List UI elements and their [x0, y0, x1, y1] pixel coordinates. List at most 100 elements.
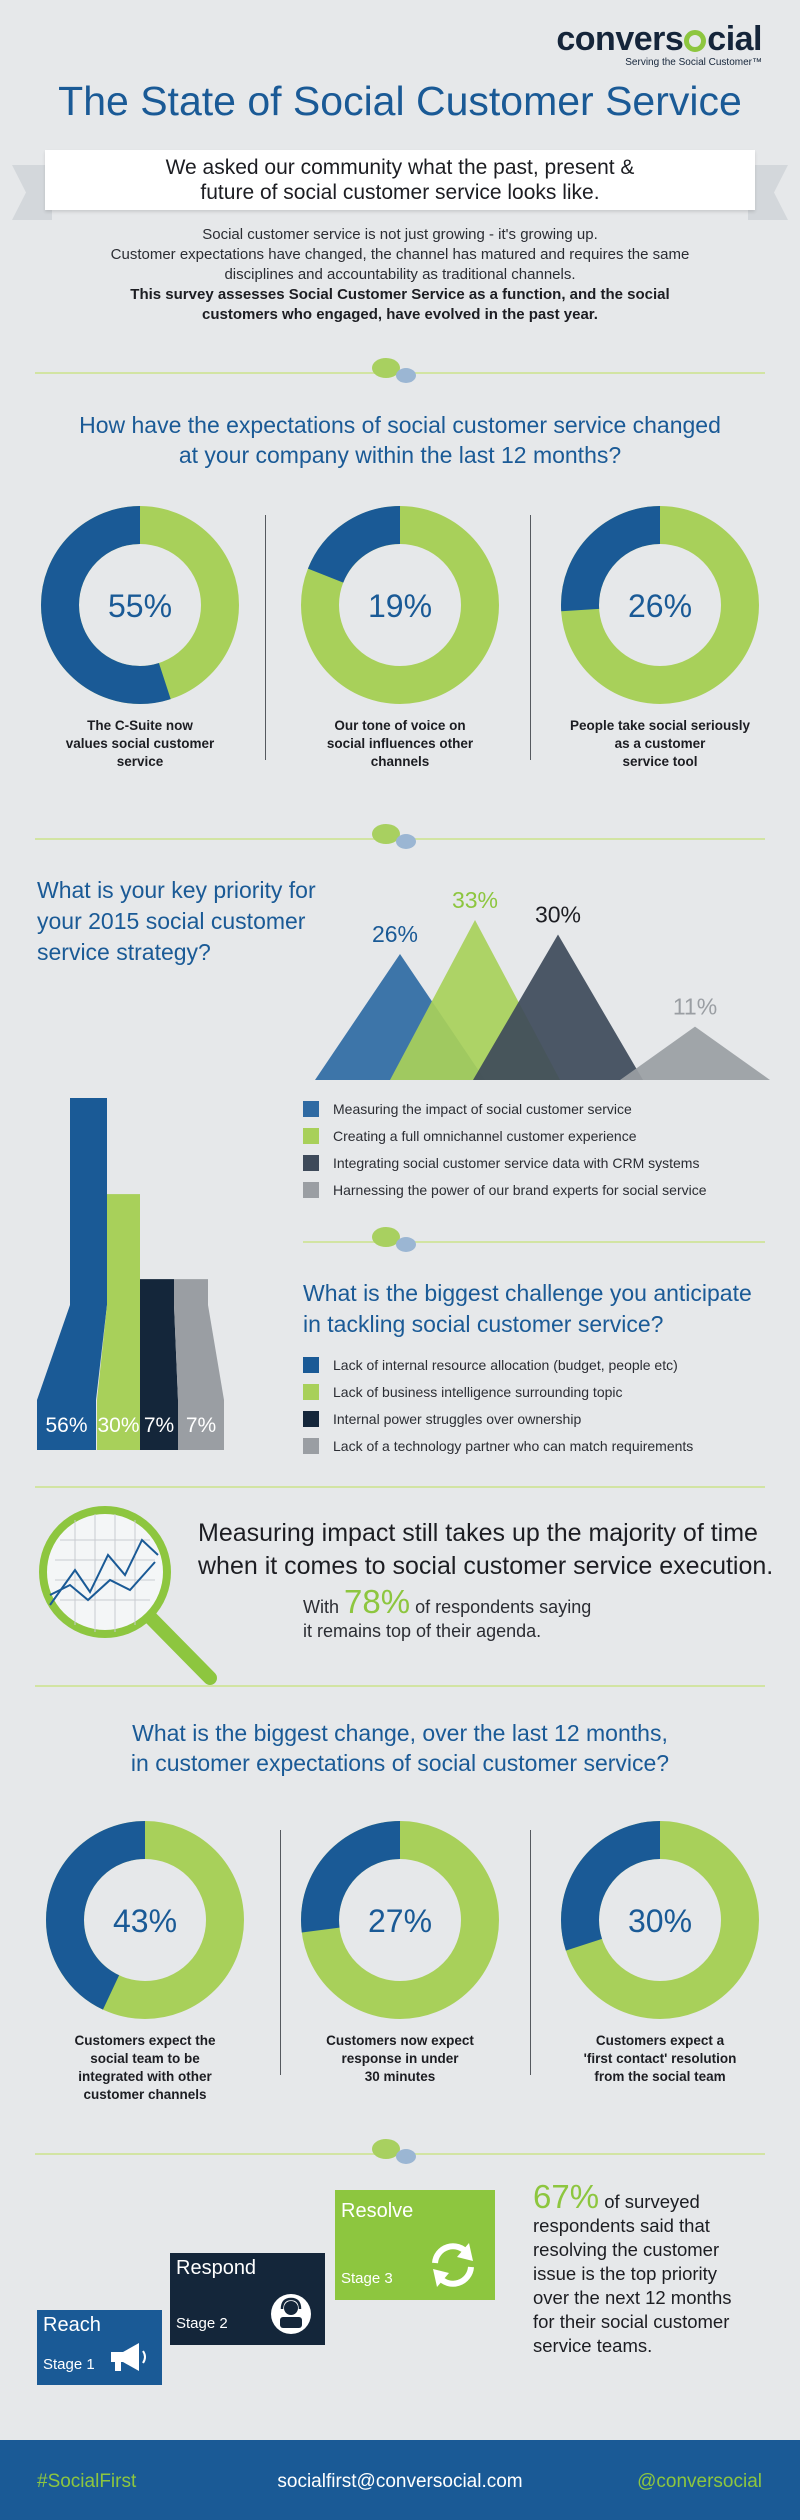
question-3-title: What is the biggest change, over the las…	[40, 1718, 760, 1778]
intro-line-bold: customers who engaged, have evolved in t…	[202, 306, 598, 323]
intro-line-bold: This survey assesses Social Customer Ser…	[130, 286, 670, 303]
challenge-question: What is the biggest challenge you antici…	[303, 1278, 773, 1340]
insight-headline: Measuring impact still takes up the majo…	[198, 1517, 778, 1583]
speech-bubbles-icon	[372, 1227, 432, 1257]
challenge-bar-foot	[140, 1400, 178, 1450]
column-divider	[280, 1830, 281, 2075]
speech-bubbles-icon	[372, 824, 432, 854]
donut-value-label: 19%	[368, 588, 432, 624]
legend-label: Lack of internal resource allocation (bu…	[333, 1356, 678, 1373]
column-divider	[530, 515, 531, 760]
legend-item: Lack of business intelligence surroundin…	[303, 1378, 693, 1405]
donut-caption-line: values social customer	[65, 736, 215, 751]
speech-bubbles-icon	[372, 2139, 432, 2169]
priority-triangle	[620, 1026, 770, 1080]
donut-value-arc	[41, 506, 239, 704]
page-title: The State of Social Customer Service	[58, 78, 742, 124]
resolve-stat-line: resolving the customer	[533, 2239, 720, 2260]
donut-value-arc	[561, 1821, 759, 2019]
donut-chart: 30%	[561, 1821, 759, 2019]
priority-triangle	[473, 934, 643, 1080]
priority-legend: Measuring the impact of social customer …	[303, 1095, 707, 1203]
donut-value-arc	[301, 1821, 499, 2019]
priority-value-label: 33%	[452, 887, 498, 913]
donut-caption-line: from the social team	[594, 2069, 726, 2084]
donut-value-arc	[301, 506, 499, 704]
donut-caption-line: service tool	[622, 754, 698, 769]
donut-caption-line: integrated with other	[78, 2069, 212, 2084]
section-divider	[35, 1685, 765, 1687]
legend-label: Creating a full omnichannel customer exp…	[333, 1127, 637, 1144]
resolve-stat-line: over the next 12 months	[533, 2287, 732, 2308]
intro-line: Customer expectations have changed, the …	[110, 246, 690, 263]
priority-value-label: 11%	[673, 994, 717, 1020]
challenge-value-label: 56%	[45, 1414, 87, 1437]
magnifier-chart-icon	[39, 1506, 217, 1685]
donut-caption-line: channels	[370, 754, 430, 769]
stage-number: Stage 3	[341, 2270, 393, 2287]
donut-chart: 55%	[41, 506, 239, 704]
donut-caption-line: Our tone of voice on	[334, 718, 466, 733]
question-3-line: What is the biggest change, over the las…	[132, 1720, 668, 1746]
donut-item: 30% Customers expect a 'first contact' res…	[540, 1820, 780, 2086]
donut-value-label: 26%	[628, 588, 692, 624]
donut-caption-line: social influences other	[326, 736, 474, 751]
donut-caption-line: social team to be	[90, 2051, 200, 2066]
question-1-title: How have the expectations of social cust…	[40, 410, 760, 470]
legend-swatch	[303, 1100, 319, 1117]
banner-line: We asked our community what the past, pr…	[165, 156, 635, 179]
insight-stat-line: With 78% of respondents saying	[303, 1583, 592, 1620]
section-divider	[35, 1486, 765, 1488]
support-agent-icon	[271, 2294, 311, 2334]
stage-reach: Reach Stage 1	[37, 2310, 162, 2385]
donut-caption-line: 30 minutes	[364, 2069, 436, 2084]
challenge-bar-base	[37, 1305, 107, 1400]
donut-value-label: 30%	[628, 1903, 692, 1939]
priority-question-line: service strategy?	[37, 939, 211, 965]
challenge-bar	[107, 1194, 140, 1305]
intro-text: Social customer service is not just grow…	[40, 225, 760, 325]
legend-item: Internal power struggles over ownership	[303, 1405, 693, 1432]
donut-caption-line: Customers expect a	[595, 2033, 725, 2048]
challenge-bar-chart: 56% 30% 7% 7%	[37, 1098, 224, 1450]
challenge-question-line: What is the biggest challenge you antici…	[303, 1280, 752, 1306]
donut-caption-line: response in under	[341, 2051, 459, 2066]
resolve-stat-line: service teams.	[533, 2335, 653, 2356]
donut-caption-line: Customers expect the	[74, 2033, 216, 2048]
insight-stat-line: it remains top of their agenda.	[303, 1621, 542, 1641]
donut-caption-line: as a customer	[614, 736, 706, 751]
donut-item: 27% Customers now expect response in under…	[280, 1820, 520, 2086]
donut-value-arc	[561, 506, 759, 704]
legend-swatch	[303, 1154, 319, 1171]
donut-value-label: 27%	[368, 1903, 432, 1939]
brand-logo: convers cial Serving the Social Customer™	[556, 20, 762, 68]
stage-number: Stage 2	[176, 2315, 228, 2332]
challenge-bar	[70, 1098, 107, 1305]
priority-triangle-chart: 26% 33% 30% 11%	[315, 887, 770, 1080]
footer-twitter-link[interactable]: @conversocial	[637, 2471, 762, 2492]
donut-caption-line: People take social seriously	[569, 718, 751, 733]
legend-label: Lack of a technology partner who can mat…	[333, 1437, 694, 1454]
donut-chart: 19%	[301, 506, 499, 704]
legend-swatch	[303, 1383, 319, 1400]
refresh-icon	[432, 2243, 474, 2287]
logo-o-ring	[684, 30, 707, 52]
donut-item: 19% Our tone of voice on social influences…	[280, 505, 520, 771]
donut-caption: Our tone of voice on social influences ot…	[280, 717, 520, 771]
footer-hashtag-link[interactable]: #SocialFirst	[37, 2471, 137, 2492]
challenge-question-line: in tackling social customer service?	[303, 1311, 664, 1337]
resolve-stat-value: 67%	[533, 2178, 600, 2215]
footer-email-link[interactable]: socialfirst@conversocial.com	[277, 2471, 523, 2492]
logo-wordmark: convers cial	[556, 20, 762, 58]
stage-name: Resolve	[341, 2200, 414, 2222]
challenge-bar	[140, 1279, 174, 1305]
priority-value-label: 30%	[535, 902, 581, 928]
stage-name: Respond	[176, 2257, 257, 2279]
megaphone-icon	[111, 2343, 146, 2371]
legend-swatch	[303, 1181, 319, 1198]
resolve-stat-line: respondents said that	[533, 2215, 710, 2236]
legend-swatch	[303, 1356, 319, 1373]
priority-question-line: What is your key priority for	[37, 877, 316, 903]
legend-item: Lack of a technology partner who can mat…	[303, 1432, 693, 1459]
intro-line: Social customer service is not just grow…	[202, 226, 598, 243]
